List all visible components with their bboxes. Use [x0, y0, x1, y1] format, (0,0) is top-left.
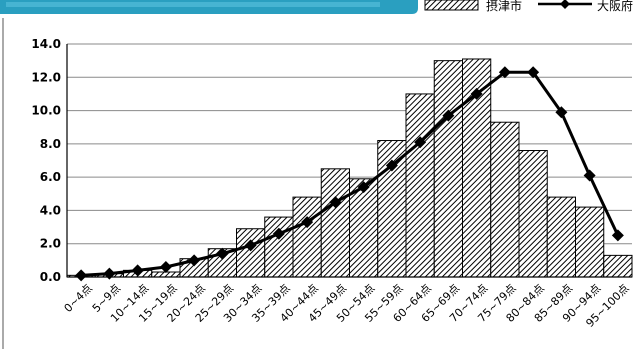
- bar-15: [490, 121, 520, 278]
- axes-layer: [66, 44, 632, 278]
- y-tick-label: 10.0: [31, 104, 61, 118]
- line-point-3: [159, 261, 172, 274]
- bar-7: [264, 216, 294, 278]
- x-tick-labels: 0~4点5~9点10~14点15~19点20~24点25~29点30~34点35…: [62, 282, 632, 330]
- line-point-6: [244, 239, 257, 252]
- bar-9: [320, 168, 350, 278]
- y-tick-label: 6.0: [40, 170, 61, 184]
- line-point-0: [75, 269, 88, 282]
- legend-swatch-bar: [424, 0, 479, 11]
- line-point-11: [385, 159, 398, 172]
- line-point-19: [611, 229, 624, 242]
- line-point-7: [272, 227, 285, 240]
- legend-label-line: 大阪府: [597, 0, 633, 13]
- line-point-8: [301, 216, 314, 229]
- line-point-1: [103, 267, 116, 280]
- bar-10: [349, 178, 379, 278]
- y-tick-label: 2.0: [40, 237, 61, 251]
- bar-19: [603, 254, 633, 278]
- legend: 摂津市 大阪府: [424, 0, 633, 13]
- bar-18: [575, 206, 605, 278]
- y-tick-label: 8.0: [40, 137, 61, 151]
- bar-12: [405, 93, 435, 278]
- line-point-2: [131, 264, 144, 277]
- line-point-15: [498, 66, 511, 79]
- header-banner: [0, 0, 418, 14]
- line-point-14: [470, 87, 483, 100]
- line-point-13: [442, 109, 455, 122]
- line-layer: [75, 66, 624, 282]
- x-tick-label: 0~4点: [62, 282, 95, 315]
- line-point-10: [357, 181, 370, 194]
- y-tick-label: 0.0: [40, 270, 61, 284]
- line-point-17: [555, 106, 568, 119]
- y-tick-labels: 0.0 2.0 4.0 6.0 8.0 10.0 12.0 14.0: [31, 37, 61, 284]
- y-tick-label: 4.0: [40, 203, 61, 217]
- line-point-9: [329, 196, 342, 209]
- y-tick-label: 14.0: [31, 37, 61, 51]
- line-point-5: [216, 247, 229, 260]
- line-point-12: [414, 136, 427, 149]
- legend-label-bar: 摂津市: [486, 0, 522, 13]
- line-point-4: [188, 254, 201, 267]
- bar-16: [518, 150, 548, 278]
- bar-13: [433, 60, 463, 278]
- bar-6: [236, 228, 266, 278]
- header-banner-highlight: [6, 2, 380, 7]
- y-tick-label: 12.0: [31, 70, 61, 84]
- bar-8: [292, 196, 322, 278]
- line-point-16: [527, 66, 540, 79]
- legend-swatch-marker: [560, 0, 570, 9]
- line-point-18: [583, 169, 596, 182]
- bar-17: [546, 196, 576, 278]
